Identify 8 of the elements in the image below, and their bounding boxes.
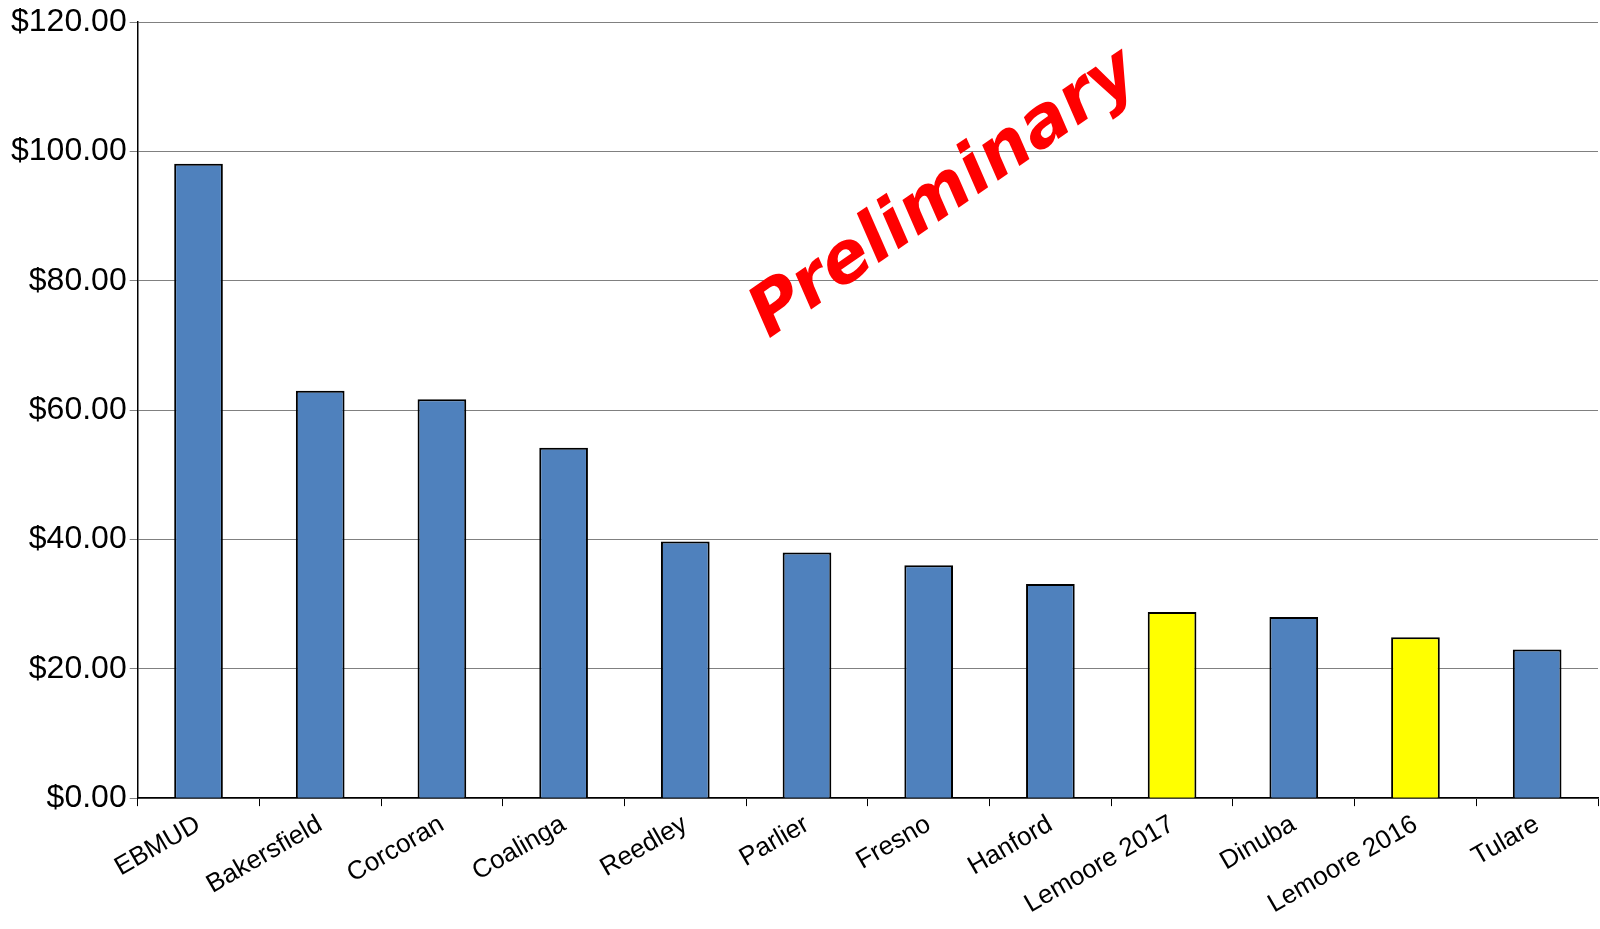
y-tick-label: $60.00 xyxy=(28,390,127,426)
x-tick-label: Tulare xyxy=(1465,808,1544,871)
y-tick-label: $20.00 xyxy=(28,648,127,685)
y-tick-label: $0.00 xyxy=(46,777,127,814)
y-tick-label: $120.00 xyxy=(11,2,127,39)
y-tick-label: $40.00 xyxy=(28,519,127,556)
y-tick-label: $100.00 xyxy=(11,131,127,168)
y-tick-label: $80.00 xyxy=(28,260,127,297)
